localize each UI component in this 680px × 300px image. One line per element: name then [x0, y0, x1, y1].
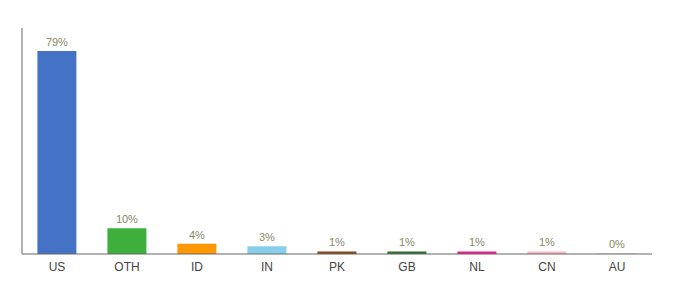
svg-text:AU: AU: [609, 260, 626, 274]
svg-text:1%: 1%: [329, 236, 345, 248]
svg-text:1%: 1%: [539, 236, 555, 248]
svg-text:0%: 0%: [609, 238, 625, 250]
svg-text:NL: NL: [469, 260, 485, 274]
svg-text:1%: 1%: [399, 236, 415, 248]
svg-text:IN: IN: [261, 260, 273, 274]
svg-text:GB: GB: [398, 260, 415, 274]
svg-text:PK: PK: [329, 260, 345, 274]
svg-text:US: US: [49, 260, 66, 274]
svg-text:CN: CN: [538, 260, 555, 274]
svg-text:4%: 4%: [189, 229, 205, 241]
svg-text:10%: 10%: [116, 213, 138, 225]
svg-text:OTH: OTH: [114, 260, 139, 274]
svg-text:3%: 3%: [259, 231, 275, 243]
svg-text:79%: 79%: [46, 36, 68, 48]
svg-text:1%: 1%: [469, 236, 485, 248]
svg-text:ID: ID: [191, 260, 203, 274]
